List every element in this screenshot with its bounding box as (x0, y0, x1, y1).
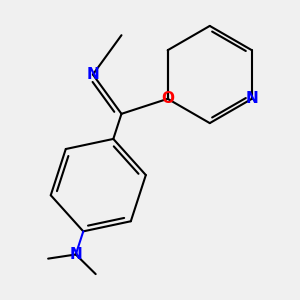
Text: N: N (69, 247, 82, 262)
Text: O: O (161, 91, 174, 106)
Text: N: N (245, 91, 258, 106)
Text: N: N (86, 67, 99, 82)
